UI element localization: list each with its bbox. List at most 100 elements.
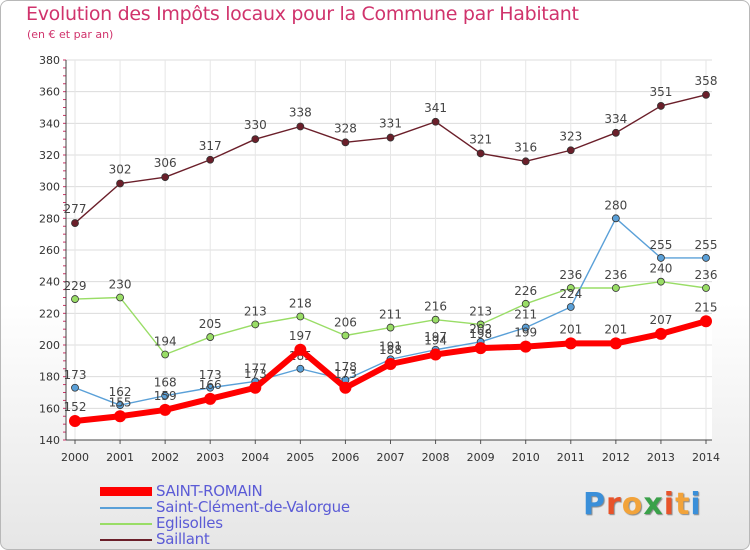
data-point-eglisolles — [386, 323, 395, 332]
data-label-saint-cl-ment-de-valorgue: 168 — [154, 376, 177, 390]
x-tick-label: 2001 — [106, 451, 134, 464]
legend-label-saint-romain: SAINT-ROMAIN — [156, 482, 263, 500]
data-point-saint-cl-ment-de-valorgue — [657, 254, 665, 262]
data-point-eglisolles — [476, 320, 485, 329]
data-point-saint-cl-ment-de-valorgue — [206, 383, 215, 392]
y-tick-label: 240 — [39, 276, 60, 289]
y-tick-label: 220 — [39, 307, 60, 320]
data-label-saillant: 351 — [649, 85, 672, 99]
data-point-eglisolles — [71, 295, 79, 303]
x-tick-label: 2011 — [557, 451, 585, 464]
data-point-saint-romain — [654, 327, 667, 340]
data-point-saint-cl-ment-de-valorgue — [116, 401, 124, 410]
x-tick-label: 2006 — [331, 451, 359, 464]
data-label-saillant: 316 — [514, 140, 537, 154]
data-label-eglisolles: 211 — [379, 308, 402, 322]
data-point-saint-romain — [249, 381, 262, 394]
x-tick-label: 2009 — [467, 451, 495, 464]
x-tick-label: 2003 — [196, 451, 224, 464]
data-label-saint-cl-ment-de-valorgue: 173 — [64, 368, 87, 382]
data-label-eglisolles: 218 — [289, 297, 312, 311]
legend-swatch-saillant — [100, 539, 152, 541]
legend-swatch-saint-cl-ment-de-valorgue — [100, 507, 152, 509]
data-point-saillant — [386, 133, 395, 142]
data-label-saint-cl-ment-de-valorgue: 197 — [424, 330, 447, 344]
data-label-saint-cl-ment-de-valorgue: 255 — [695, 238, 718, 252]
data-label-saillant: 306 — [154, 156, 177, 170]
legend-label-eglisolles: Eglisolles — [156, 514, 223, 532]
data-point-saillant — [161, 173, 170, 182]
y-tick-label: 140 — [39, 434, 60, 447]
x-tick-label: 2014 — [692, 451, 720, 464]
data-label-saint-romain: 199 — [514, 326, 537, 340]
data-point-eglisolles — [251, 320, 260, 329]
data-label-saillant: 302 — [109, 163, 132, 177]
data-label-eglisolles: 229 — [64, 279, 87, 293]
x-tick-label: 2012 — [602, 451, 630, 464]
data-point-eglisolles — [566, 284, 575, 292]
data-label-saillant: 358 — [695, 74, 718, 88]
data-label-saint-cl-ment-de-valorgue: 280 — [604, 198, 627, 212]
data-label-saint-cl-ment-de-valorgue: 202 — [469, 322, 492, 336]
data-point-eglisolles — [296, 312, 305, 321]
x-tick-label: 2000 — [61, 451, 89, 464]
data-point-eglisolles — [657, 277, 665, 286]
data-label-saillant: 317 — [199, 139, 222, 153]
legend-label-saint-cl-ment-de-valorgue: Saint-Clément-de-Valorgue — [156, 498, 350, 516]
data-point-saillant — [116, 179, 124, 188]
data-point-eglisolles — [702, 284, 710, 292]
data-label-eglisolles: 194 — [154, 335, 177, 349]
y-tick-label: 260 — [39, 244, 60, 257]
data-point-saint-cl-ment-de-valorgue — [71, 383, 79, 392]
data-point-saint-romain — [564, 337, 577, 350]
data-point-saint-romain — [519, 340, 532, 353]
data-point-saint-cl-ment-de-valorgue — [296, 364, 305, 373]
data-point-saillant — [521, 157, 530, 166]
data-label-saint-romain: 152 — [64, 400, 87, 414]
y-tick-label: 360 — [39, 86, 60, 99]
data-point-saillant — [71, 219, 79, 227]
data-label-eglisolles: 240 — [649, 262, 672, 276]
data-label-saint-cl-ment-de-valorgue: 211 — [514, 308, 537, 322]
data-label-saint-cl-ment-de-valorgue: 162 — [109, 385, 132, 399]
data-point-saillant — [476, 149, 485, 158]
data-point-saint-cl-ment-de-valorgue — [702, 254, 710, 262]
data-label-saillant: 277 — [64, 202, 87, 216]
data-point-saillant — [341, 138, 350, 147]
data-label-saillant: 331 — [379, 117, 402, 131]
data-label-saint-romain: 166 — [199, 378, 222, 392]
x-tick-label: 2002 — [151, 451, 179, 464]
y-tick-label: 300 — [39, 181, 60, 194]
data-label-eglisolles: 205 — [199, 317, 222, 331]
data-label-saint-cl-ment-de-valorgue: 191 — [379, 339, 402, 353]
data-label-saint-romain: 173 — [244, 367, 267, 381]
data-label-saillant: 323 — [559, 129, 582, 143]
data-label-eglisolles: 213 — [469, 304, 492, 318]
x-tick-label: 2007 — [377, 451, 405, 464]
data-label-saint-cl-ment-de-valorgue: 178 — [334, 360, 357, 374]
data-point-saint-romain — [204, 392, 217, 405]
chart-subtitle: (en € et par an) — [27, 28, 114, 41]
data-label-eglisolles: 236 — [695, 268, 718, 282]
x-tick-label: 2005 — [286, 451, 314, 464]
data-label-eglisolles: 236 — [559, 268, 582, 282]
data-point-saint-romain — [384, 358, 397, 370]
data-point-saillant — [566, 146, 575, 155]
x-tick-label: 2013 — [647, 451, 675, 464]
data-point-saint-cl-ment-de-valorgue — [521, 323, 530, 332]
data-label-saint-romain: 188 — [379, 343, 402, 357]
data-label-saillant: 330 — [244, 118, 267, 132]
data-point-saillant — [657, 102, 665, 110]
data-point-saillant — [431, 117, 440, 126]
data-point-saint-cl-ment-de-valorgue — [566, 303, 575, 311]
data-label-saint-romain: 215 — [695, 300, 718, 314]
data-label-saint-cl-ment-de-valorgue: 177 — [244, 361, 267, 375]
y-tick-label: 320 — [39, 149, 60, 162]
data-point-eglisolles — [431, 315, 440, 324]
data-label-eglisolles: 226 — [514, 284, 537, 298]
data-label-eglisolles: 216 — [424, 300, 447, 314]
data-label-saillant: 341 — [424, 101, 447, 115]
data-label-saint-romain: 194 — [424, 334, 447, 348]
data-point-saint-romain — [69, 415, 81, 427]
